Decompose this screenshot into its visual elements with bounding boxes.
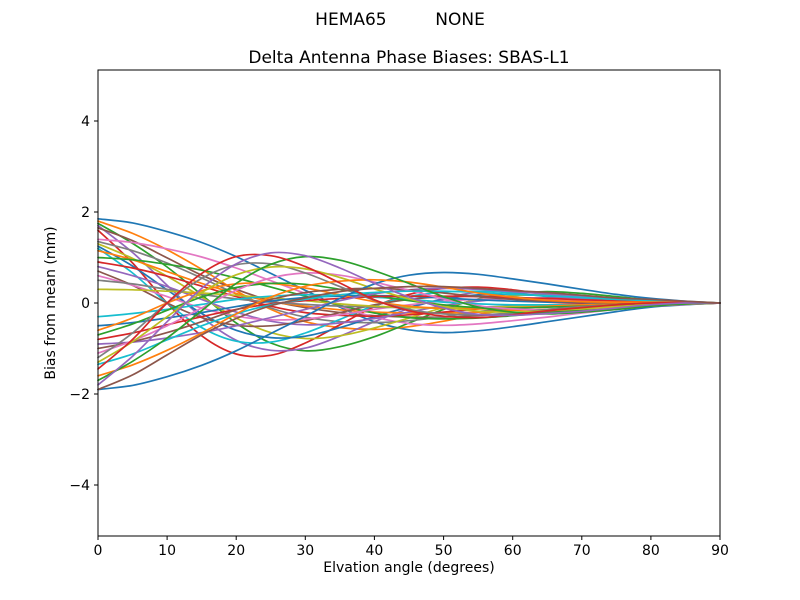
y-tick-label: −4 [69, 478, 90, 494]
x-tick-label: 10 [158, 543, 176, 559]
bias-line [97, 271, 721, 391]
x-tick-label: 70 [573, 543, 591, 559]
bias-line [97, 265, 721, 364]
line-series-group [97, 217, 721, 391]
bias-line [97, 217, 721, 334]
y-tick-label: −2 [69, 387, 90, 403]
bias-line [97, 253, 721, 370]
bias-line [97, 251, 721, 386]
x-axis-label: Elvation angle (degrees) [323, 560, 494, 576]
bias-line [97, 224, 721, 352]
x-tick-label: 0 [94, 543, 103, 559]
x-tick-label: 50 [435, 543, 453, 559]
x-tick-label: 90 [711, 543, 729, 559]
y-tick-label: 0 [81, 296, 90, 312]
x-tick-label: 40 [365, 543, 383, 559]
bias-line [97, 255, 721, 382]
ticks-group: 0 10 20 30 40 50 60 70 80 90 −4 −2 0 2 4 [69, 114, 729, 559]
bias-line [97, 285, 721, 391]
y-tick-label: 4 [81, 114, 90, 130]
bias-line [97, 278, 721, 377]
axes-title: Delta Antenna Phase Biases: SBAS-L1 [248, 48, 569, 68]
y-tick-label: 2 [81, 205, 90, 221]
x-tick-label: 30 [296, 543, 314, 559]
x-tick-label: 20 [227, 543, 245, 559]
bias-line [97, 290, 721, 366]
x-tick-label: 80 [642, 543, 660, 559]
figure-suptitle: HEMA65 NONE [315, 10, 485, 30]
y-axis-label: Bias from mean (mm) [43, 226, 59, 379]
bias-line [97, 282, 721, 332]
x-tick-label: 60 [504, 543, 522, 559]
